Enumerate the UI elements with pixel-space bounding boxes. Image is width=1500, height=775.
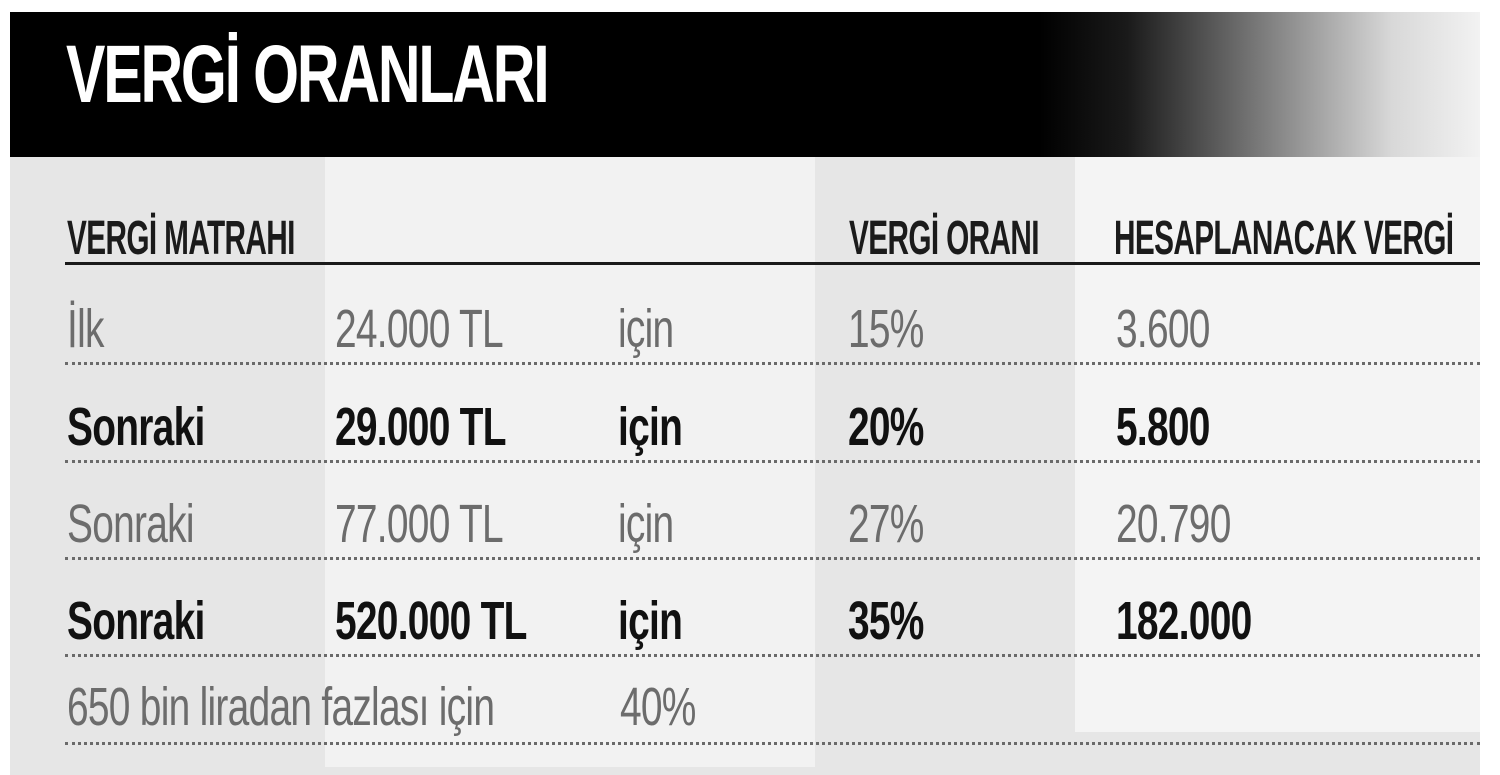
- row-1-amount: 24.000 TL: [335, 299, 504, 359]
- header-rate: VERGİ ORANI: [849, 212, 1040, 265]
- row-2-rate: 20%: [848, 397, 924, 457]
- row-1-rate: 15%: [848, 299, 924, 359]
- header-rule: [65, 262, 1480, 265]
- row-4-amount: 520.000 TL: [335, 591, 527, 651]
- column-background-tax: [1075, 157, 1480, 732]
- row-1-label: İlk: [67, 299, 104, 359]
- row-divider: [65, 460, 1480, 463]
- row-divider: [65, 362, 1480, 365]
- row-4-rate: 35%: [848, 591, 924, 651]
- row-3-for: için: [618, 494, 674, 554]
- row-2-amount: 29.000 TL: [335, 397, 506, 457]
- row-3-amount: 77.000 TL: [335, 494, 504, 554]
- row-3-rate: 27%: [848, 494, 924, 554]
- row-1-tax: 3.600: [1116, 299, 1210, 359]
- page-title: VERGİ ORANLARI: [66, 29, 550, 120]
- row-3-tax: 20.790: [1116, 494, 1231, 554]
- header-tax: HESAPLANACAK VERGİ: [1114, 212, 1454, 265]
- row-4-tax: 182.000: [1116, 591, 1252, 651]
- row-4-for: için: [618, 591, 683, 651]
- tax-rates-card: VERGİ ORANLARI VERGİ MATRAHI VERGİ ORANI…: [10, 12, 1480, 775]
- row-2-for: için: [618, 397, 683, 457]
- row-divider: [65, 654, 1480, 657]
- footer-label: 650 bin liradan fazlası için: [67, 677, 495, 737]
- row-1-for: için: [618, 299, 674, 359]
- title-bar: VERGİ ORANLARI: [10, 12, 1480, 157]
- row-3-label: Sonraki: [67, 494, 195, 554]
- row-4-label: Sonraki: [67, 591, 205, 651]
- row-divider: [65, 557, 1480, 560]
- footer-divider: [65, 742, 1480, 745]
- row-2-tax: 5.800: [1116, 397, 1210, 457]
- row-2-label: Sonraki: [67, 397, 205, 457]
- header-base: VERGİ MATRAHI: [67, 212, 295, 265]
- footer-rate: 40%: [620, 677, 696, 737]
